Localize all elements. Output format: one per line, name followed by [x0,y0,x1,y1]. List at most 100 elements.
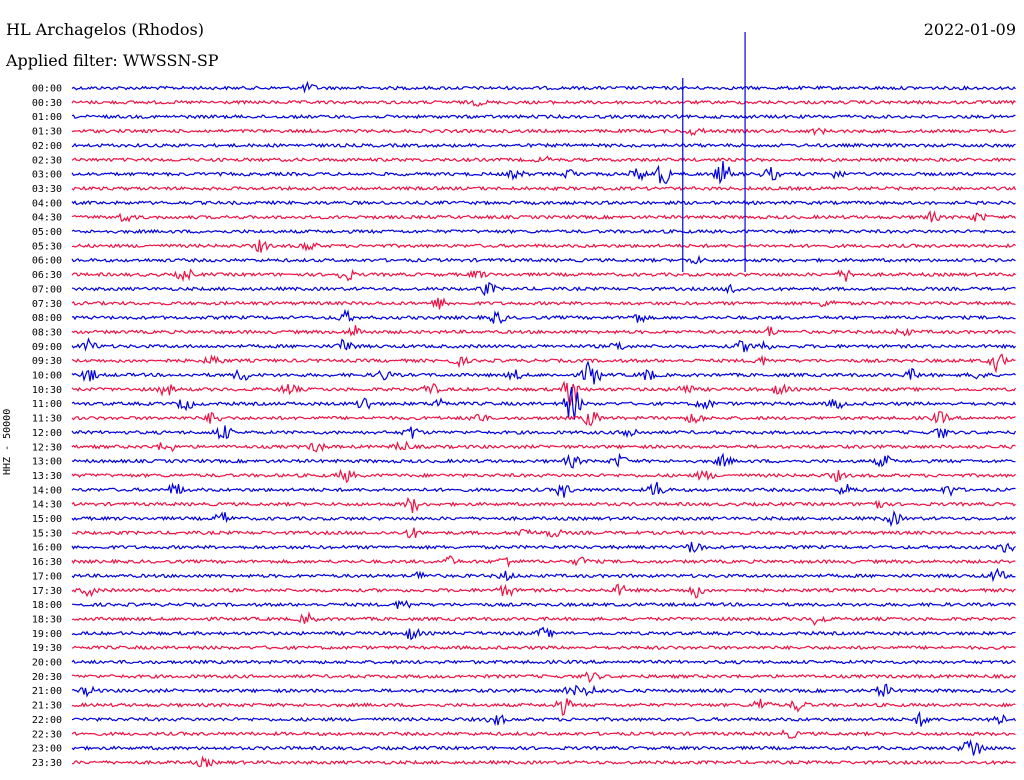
time-tick-label: 21:00 [32,686,62,697]
trace-line [71,155,1016,163]
time-tick-label: 16:00 [32,543,62,554]
trace-line [71,452,1016,469]
filter-label: Applied filter: WWSSN-SP [6,51,219,70]
trace-line [71,160,1016,185]
trace-line [71,611,1016,626]
trace-line [71,468,1016,484]
time-tick-label: 03:30 [32,184,62,195]
trace-line [71,99,1016,107]
time-tick-label: 06:00 [32,256,62,267]
time-tick-label: 23:30 [32,758,62,769]
trace-line [72,281,1016,297]
time-tick-label: 09:30 [32,356,62,367]
time-tick-label: 19:30 [32,643,62,654]
time-tick-label: 00:30 [32,98,62,109]
time-tick-label: 14:00 [32,485,62,496]
trace-line [71,555,1016,569]
time-tick-label: 11:00 [32,399,62,410]
trace-line [72,755,1016,768]
trace-line [71,698,1016,716]
time-tick-label: 13:00 [32,457,62,468]
time-tick-label: 10:00 [32,371,62,382]
time-tick-label: 18:00 [32,600,62,611]
time-tick-label: 02:30 [32,155,62,166]
station-title: HL Archagelos (Rhodos) [6,20,204,39]
trace-line [72,527,1016,539]
trace-line [71,496,1016,513]
date-label: 2022-01-09 [923,20,1016,39]
trace-line [71,659,1016,665]
time-tick-label: 08:00 [32,313,62,324]
time-tick-label: 14:30 [32,500,62,511]
trace-line [71,210,1017,223]
trace-line [71,671,1017,684]
time-tick-label: 04:30 [32,213,62,224]
time-tick-label: 10:30 [32,385,62,396]
trace-line [71,199,1016,206]
time-tick-label: 01:30 [32,127,62,138]
trace-line [71,239,1016,253]
trace-line [71,567,1016,583]
time-tick-label: 15:30 [32,528,62,539]
time-tick-label: 12:00 [32,428,62,439]
trace-line [71,411,1016,427]
trace-line [71,380,1017,406]
trace-line [71,297,1016,310]
time-tick-label: 01:00 [32,112,62,123]
trace-line [71,541,1016,553]
time-tick-label: 08:30 [32,327,62,338]
trace-line [71,80,1016,94]
trace-line [71,325,1016,337]
time-tick-label: 20:30 [32,672,62,683]
time-tick-label: 02:00 [32,141,62,152]
trace-line [71,353,1016,374]
time-tick-label: 00:00 [32,84,62,95]
time-tick-label: 05:00 [32,227,62,238]
trace-line [71,425,1017,440]
trace-line [71,113,1016,120]
time-tick-label: 09:00 [32,342,62,353]
trace-line [71,710,1017,727]
trace-line [71,738,1016,756]
trace-line [71,337,1016,353]
time-tick-label: 17:00 [32,571,62,582]
time-tick-label: 19:00 [32,629,62,640]
time-tick-label: 03:00 [32,170,62,181]
trace-line [71,509,1016,528]
time-tick-label: 18:30 [32,614,62,625]
time-tick-label: 22:00 [32,715,62,726]
time-tick-label: 04:00 [32,198,62,209]
trace-line [71,142,1016,149]
trace-line [71,683,1016,698]
trace-line [71,386,1017,420]
trace-line [71,360,1016,385]
trace-line [71,626,1016,641]
time-tick-label: 11:30 [32,414,62,425]
time-tick-label: 21:30 [32,701,62,712]
trace-line [71,185,1017,192]
time-tick-label: 15:00 [32,514,62,525]
trace-line [71,481,1016,498]
trace-line [71,728,1016,739]
trace-line [71,599,1016,609]
time-tick-label: 22:30 [32,729,62,740]
trace-line [71,254,1016,265]
time-tick-label: 12:30 [32,442,62,453]
time-tick-label: 20:00 [32,658,62,669]
trace-line [71,228,1016,235]
trace-line [71,127,1016,137]
trace-line [71,644,1016,651]
trace-line [71,440,1016,453]
trace-line [71,308,1016,325]
trace-line [71,583,1016,599]
time-tick-label: 23:00 [32,744,62,755]
time-tick-label: 05:30 [32,241,62,252]
trace-line [71,268,1016,283]
time-tick-label: 17:30 [32,586,62,597]
time-tick-label: 16:30 [32,557,62,568]
time-tick-label: 06:30 [32,270,62,281]
time-tick-label: 07:00 [32,284,62,295]
time-tick-label: 13:30 [32,471,62,482]
time-tick-label: 07:30 [32,299,62,310]
